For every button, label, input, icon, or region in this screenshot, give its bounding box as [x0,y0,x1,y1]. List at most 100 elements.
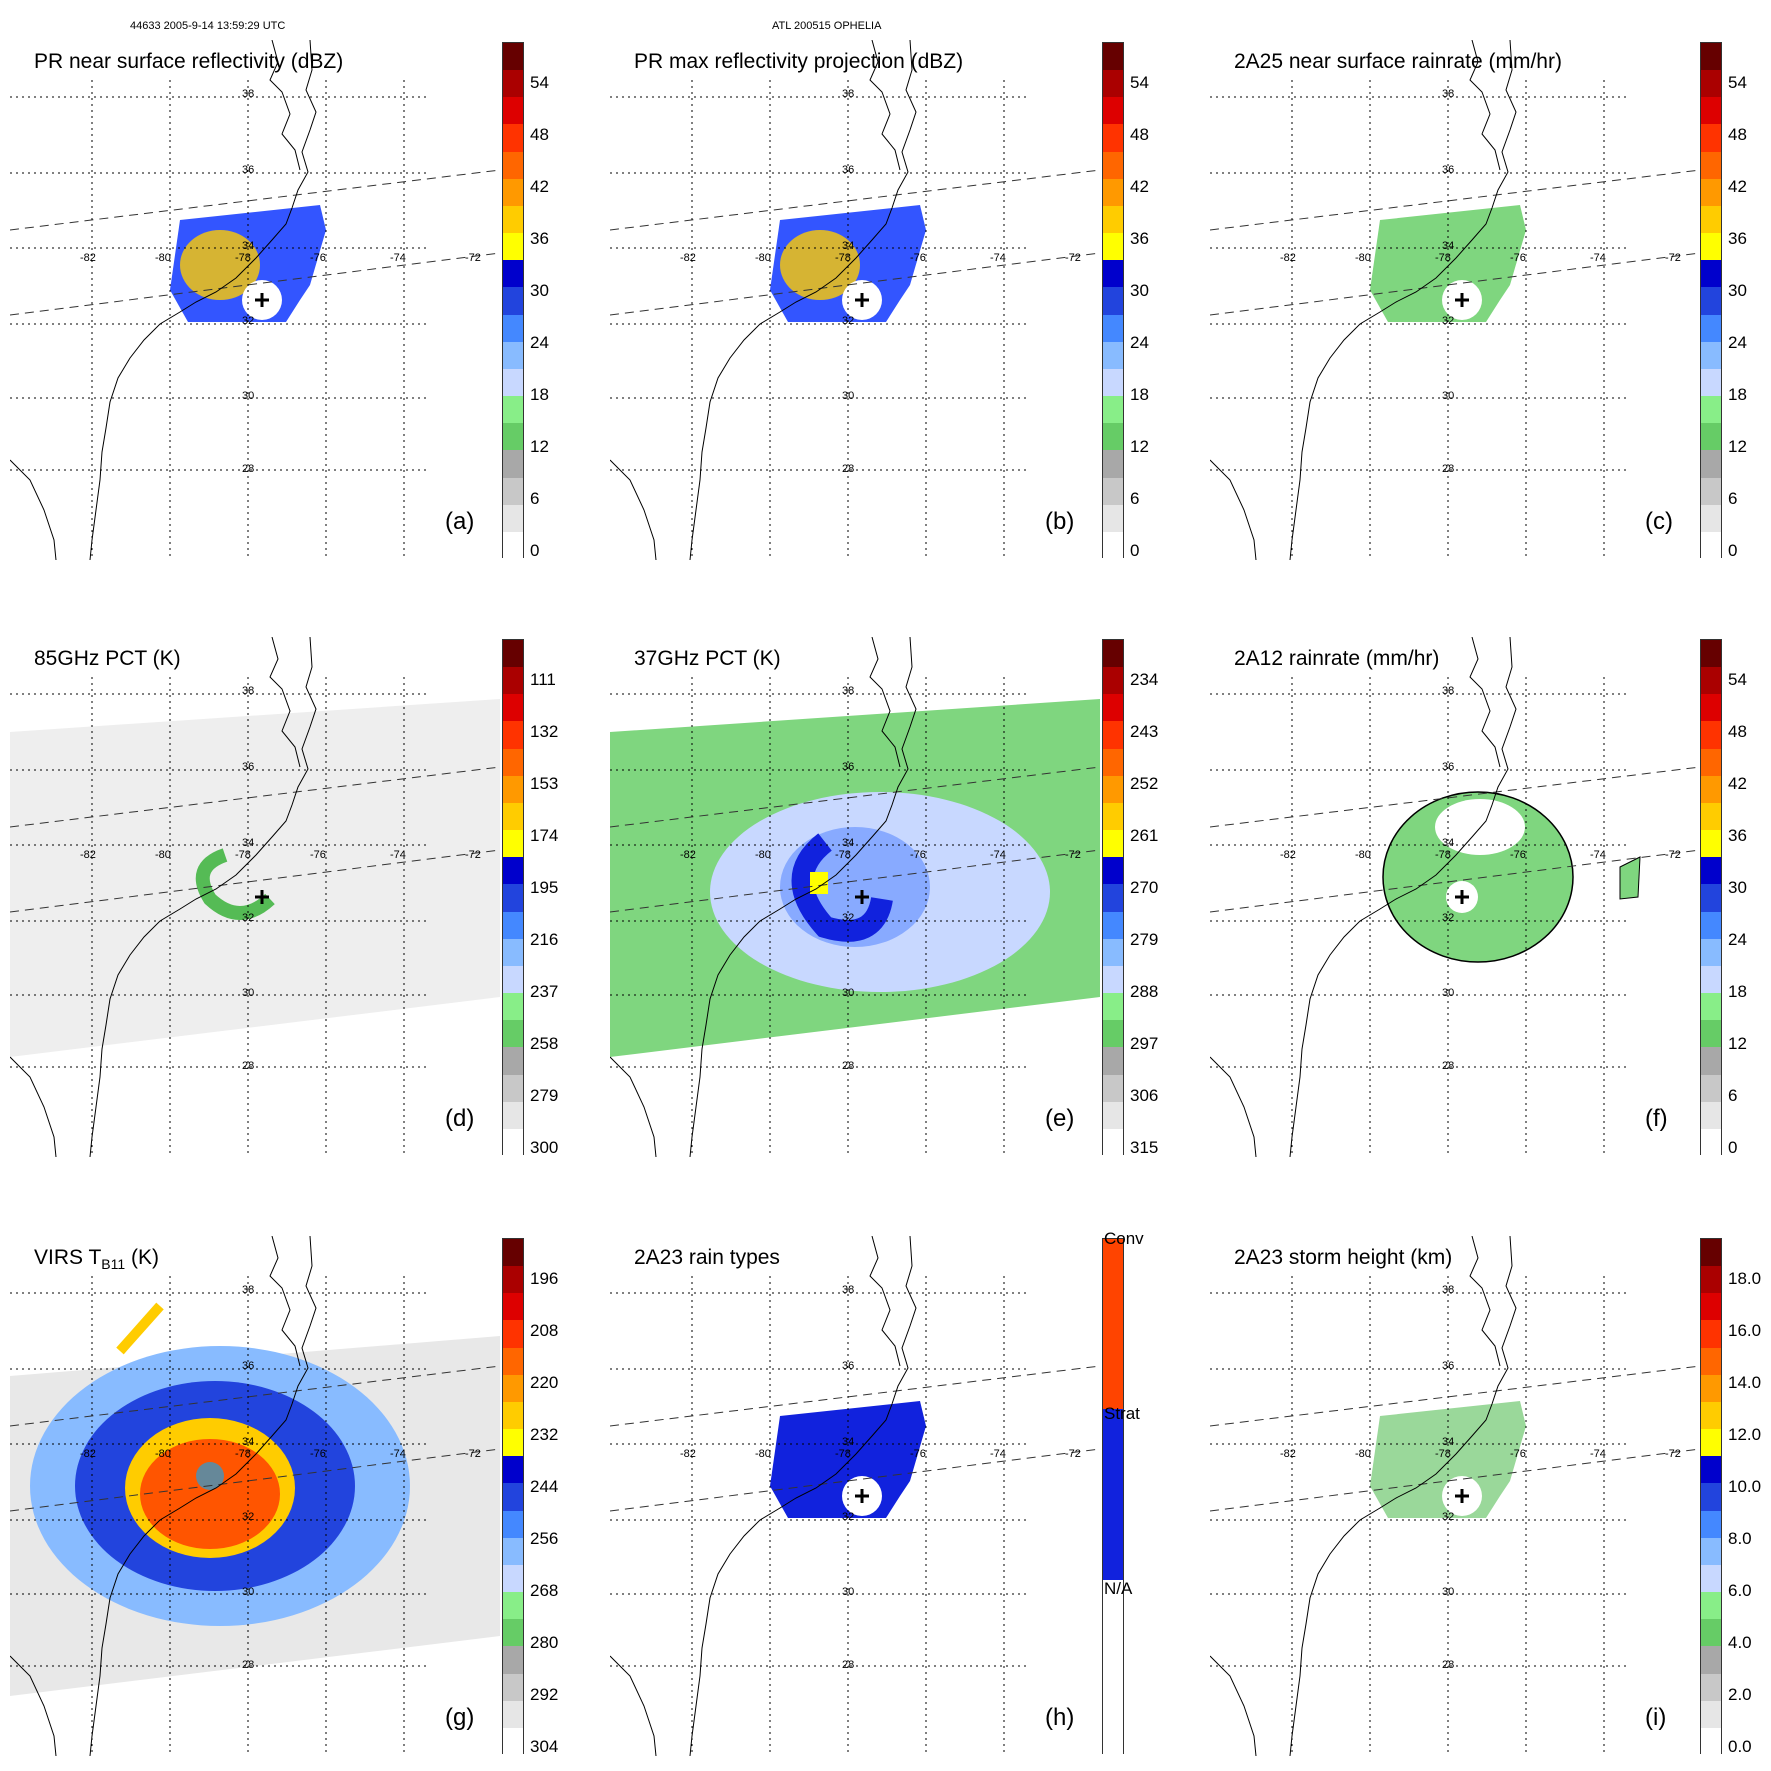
panel-title: 2A25 near surface rainrate (mm/hr) [1234,50,1562,74]
lon-label: -74 [1590,252,1606,264]
colorbar-segment [1701,965,1721,994]
eyewall-e [791,833,893,942]
lon-label: -76 [910,252,926,264]
colorbar-segment [503,1074,523,1102]
colorbar-segment [1103,423,1123,451]
colorbar-segment [1701,857,1721,885]
colorbar-segment [503,1537,523,1565]
band-g [116,1302,164,1355]
colorbar-tick-label: 30 [1728,281,1747,300]
colorbar-segment [1103,1020,1123,1048]
lat-label: 34 [842,1436,855,1448]
swath-edge-south-d [10,849,500,913]
colorbar-segment [1103,124,1123,152]
colorbar-c [1700,42,1722,559]
colorbar-tick-label: 279 [530,1086,559,1105]
panel-g: -82 -80 -78 -76 -74 -72 38 36 34 32 30 28 VIRS TB11 … [10,1236,500,1756]
colorbar-segment [503,341,523,369]
colorbar-segment [1701,1101,1721,1129]
panel-label: (i) [1645,1704,1667,1731]
colorbar-tick-label: 2.0 [1728,1685,1752,1704]
colorbar-tick-label: 243 [1130,722,1159,741]
panel-title: 2A23 rain types [634,1246,780,1270]
swath-edge-south-f [1210,849,1700,913]
colorbar-segment [503,151,523,179]
colorbar-segment [1103,1128,1123,1156]
colorbar-segment [503,857,523,885]
colorbar-g [502,1238,524,1755]
colorbar-segment [503,124,523,152]
lon-label: -78 [235,1448,251,1460]
panel-title-units: (K) [125,1246,159,1269]
colorbar-tick-label: 36 [1728,826,1747,845]
lon-label: -80 [1355,252,1371,264]
colorbar-segment [1103,640,1123,668]
colorbar-segment [1701,1646,1721,1674]
colorbar-tick-label: 153 [530,774,559,793]
colorbar-segment [1103,151,1123,179]
panel-i: -82 -80 -78 -76 -74 -72 38 36 34 32 30 28 2A23 storm… [1210,1236,1700,1756]
colorbar-tick-label: 12 [530,437,549,456]
lon-label: -74 [990,252,1006,264]
lat-label: 34 [1442,1436,1455,1448]
colorbar-segment [1103,531,1123,559]
panel-title-text: 37GHz PCT (K) [634,647,781,670]
colorbar-segment [1103,775,1123,803]
lat-label: 36 [1442,164,1455,176]
colorbar-segment [1103,965,1123,994]
colorbar-segment [1701,1456,1721,1484]
colorbar-segment [503,287,523,315]
lon-label: -72 [1065,1448,1081,1460]
coastline-bay-b [869,40,901,171]
colorbar-tick-label: 42 [1130,177,1149,196]
colorbar-i [1700,1238,1722,1755]
storm-d [195,848,275,920]
map-c [1210,40,1700,560]
colorbar-segment [503,830,523,858]
panel-title: 85GHz PCT (K) [34,647,181,671]
lat-label: 38 [242,88,255,100]
lon-label: -82 [1280,1448,1296,1460]
colorbar-segment [1701,884,1721,912]
lat-label: 38 [1442,88,1455,100]
coastline-i [1289,1236,1517,1756]
colorbar-tick-label: 208 [530,1321,559,1340]
panel-label: (f) [1645,1105,1668,1132]
panel-label: (c) [1645,508,1673,535]
colorbar-a [502,42,524,559]
colorbar-segment [503,205,523,234]
colorbar-segment [503,233,523,261]
panel-title-text: PR near surface reflectivity (dBZ) [34,50,344,73]
lat-label: 30 [842,390,855,402]
lon-label: -82 [80,849,96,861]
lat-label: 34 [1442,240,1455,252]
colorbar-tick-label: 244 [530,1477,559,1496]
colorbar-segment [503,504,523,532]
coastline-bay-h [869,1236,901,1367]
lon-label: -78 [235,849,251,861]
colorbar-tick-label: 54 [1728,73,1747,92]
panel-title: 37GHz PCT (K) [634,647,781,671]
colorbar-tick-label: 36 [530,229,549,248]
colorbar-tick-label: 18 [530,385,549,404]
colorbar-h [1102,1238,1124,1755]
panel-d: -82 -80 -78 -76 -74 -72 38 36 34 32 30 28 85GHz PCT … [10,637,500,1157]
lon-label: -72 [1665,252,1681,264]
colorbar-segment [503,884,523,912]
lat-label: 30 [242,987,255,999]
colorbar-tick-label: 42 [530,177,549,196]
colorbar-segment [1701,1564,1721,1593]
colorbar-segment [503,1456,523,1484]
storm-center-icon [855,293,869,307]
lon-label: -76 [910,849,926,861]
colorbar-tick-label: 111 [530,670,556,689]
lon-label: -76 [310,252,326,264]
lat-label: 38 [242,685,255,697]
colorbar-segment [1103,178,1123,206]
map-h [610,1236,1100,1756]
lat-label: 28 [842,1060,855,1072]
colorbar-tick-label: 195 [530,878,559,897]
colorbar-segment [1103,70,1123,98]
colorbar-d [502,639,524,1156]
colorbar-segment [1701,775,1721,803]
